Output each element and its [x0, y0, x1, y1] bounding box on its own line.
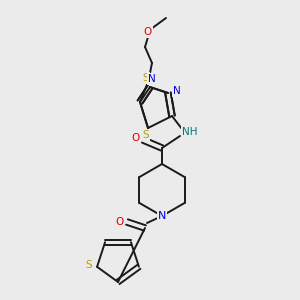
- Text: O: O: [115, 217, 123, 227]
- Text: O: O: [144, 27, 152, 37]
- Text: S: S: [143, 130, 149, 140]
- Text: S: S: [86, 260, 92, 270]
- Text: O: O: [131, 133, 139, 143]
- Text: S: S: [143, 73, 149, 83]
- Text: N: N: [148, 74, 156, 84]
- Text: N: N: [173, 86, 181, 96]
- Text: NH: NH: [182, 127, 198, 137]
- Text: N: N: [158, 211, 166, 221]
